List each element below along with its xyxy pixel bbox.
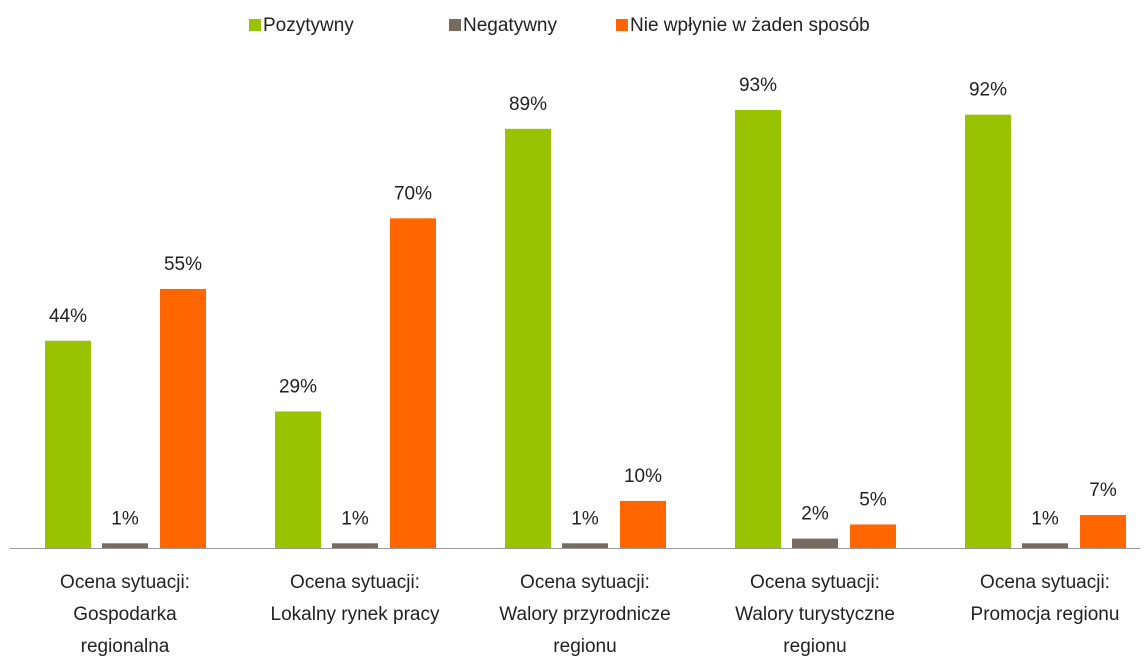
legend-label: Pozytywny <box>263 15 354 36</box>
value-label: 93% <box>739 75 777 96</box>
x-tick-label: Lokalny rynek pracy <box>271 604 440 625</box>
bar <box>620 500 666 548</box>
value-label: 7% <box>1089 480 1117 501</box>
value-label: 89% <box>509 94 547 115</box>
bar <box>850 524 896 548</box>
bar <box>275 411 321 548</box>
x-tick-label: Promocja regionu <box>971 604 1120 625</box>
bar <box>735 109 781 548</box>
bar <box>390 218 436 549</box>
value-label: 92% <box>969 80 1007 101</box>
bar <box>160 288 206 548</box>
value-label: 55% <box>164 254 202 275</box>
x-tick-label: Gospodarka <box>73 604 177 625</box>
value-label: 5% <box>859 489 887 510</box>
x-tick-label: regionu <box>553 636 616 657</box>
value-label: 2% <box>801 504 829 525</box>
value-label: 70% <box>394 183 432 204</box>
bar <box>562 543 608 548</box>
legend-swatch <box>249 19 261 31</box>
x-tick-label: Walory przyrodnicze <box>499 604 670 625</box>
legend-swatch <box>616 19 628 31</box>
value-label: 1% <box>571 508 599 529</box>
bar <box>332 543 378 548</box>
bar <box>792 538 838 548</box>
x-tick-label: Ocena sytuacji: <box>290 572 420 593</box>
legend-swatch <box>449 19 461 31</box>
x-tick-label: regionu <box>783 636 846 657</box>
value-label: 1% <box>1031 508 1059 529</box>
bar <box>102 543 148 548</box>
legend-label: Negatywny <box>463 15 557 36</box>
x-tick-label: Ocena sytuacji: <box>980 572 1110 593</box>
bar <box>1022 543 1068 548</box>
value-label: 1% <box>341 508 369 529</box>
x-tick-label: regionalna <box>81 636 170 657</box>
value-label: 1% <box>111 508 139 529</box>
value-label: 29% <box>279 376 317 397</box>
bar <box>965 114 1011 549</box>
x-tick-label: Ocena sytuacji: <box>750 572 880 593</box>
x-tick-label: Ocena sytuacji: <box>520 572 650 593</box>
legend-label: Nie wpłynie w żaden sposób <box>630 15 870 36</box>
bar <box>505 128 551 548</box>
value-label: 10% <box>624 466 662 487</box>
x-tick-label: Walory turystyczne <box>735 604 895 625</box>
bar <box>45 340 91 548</box>
bar <box>1080 515 1126 548</box>
value-label: 44% <box>49 306 87 327</box>
x-tick-label: Ocena sytuacji: <box>60 572 190 593</box>
